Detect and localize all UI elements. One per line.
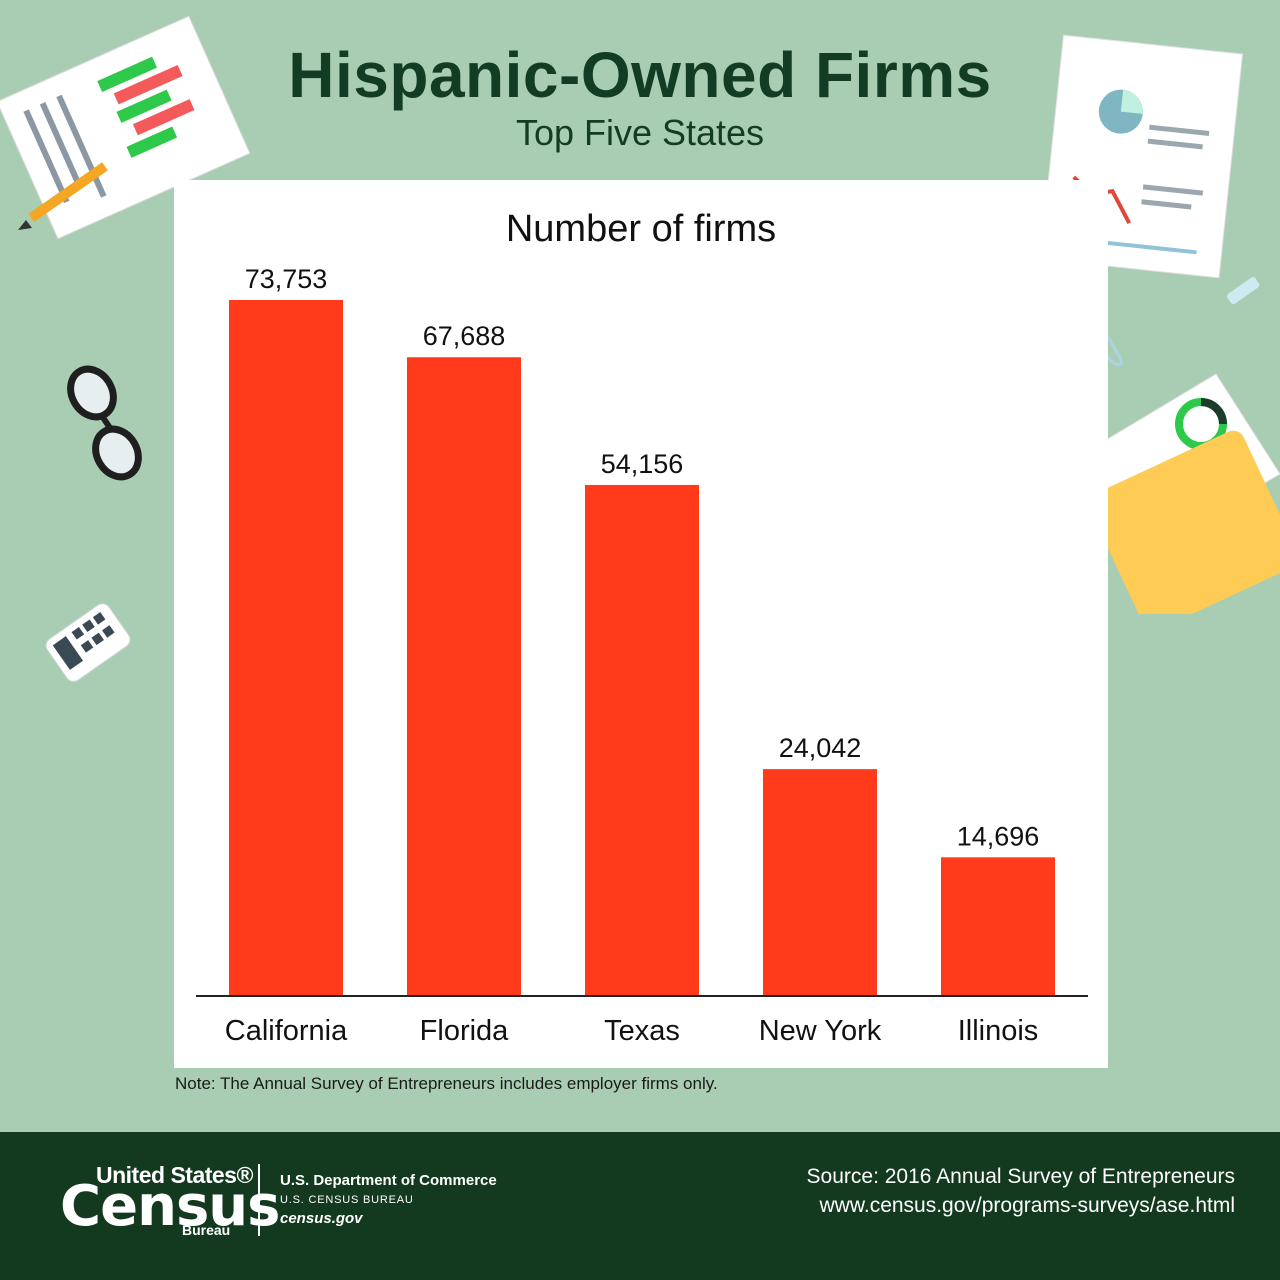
category-label: California [225, 1015, 348, 1047]
bar-chart: 73,753 California 67,688 Florida 54,156 Texas… [196, 264, 1088, 1047]
glasses-icon [67, 365, 142, 481]
bureau-name: U.S. CENSUS BUREAU [280, 1194, 414, 1206]
data-label: 67,688 [423, 321, 506, 351]
bar-california [229, 300, 343, 996]
source-url[interactable]: www.census.gov/programs-surveys/ase.html [819, 1194, 1235, 1217]
data-label: 73,753 [245, 264, 328, 294]
category-label: Texas [604, 1015, 680, 1047]
census-site-link[interactable]: census.gov [280, 1210, 363, 1227]
pencil-icon [18, 162, 108, 230]
census-logo: Census [60, 1174, 280, 1239]
bar-florida [407, 357, 521, 996]
logo-text-top: United States® [96, 1162, 253, 1188]
chart-heading: Number of firms [505, 208, 777, 250]
category-label: New York [759, 1015, 882, 1047]
data-label: 24,042 [779, 733, 862, 763]
calculator-icon [45, 603, 131, 682]
category-label: Illinois [958, 1015, 1039, 1047]
source-block: Source: 2016 Annual Survey of Entreprene… [807, 1162, 1235, 1220]
data-label: 14,696 [957, 821, 1040, 851]
bar-texas [585, 484, 699, 996]
page-title: Hispanic-Owned Firms [288, 39, 992, 111]
logo-text-bottom: Bureau [182, 1222, 231, 1238]
department-name: U.S. Department of Commerce [280, 1172, 497, 1189]
category-label: Florida [420, 1015, 510, 1047]
eraser-icon [1226, 277, 1260, 305]
chart-note: Note: The Annual Survey of Entrepreneurs… [175, 1074, 718, 1093]
folder-icon [1066, 373, 1280, 614]
source-text: Source: 2016 Annual Survey of Entreprene… [806, 1165, 1235, 1188]
bar-illinois [941, 857, 1055, 996]
bar-new-york [763, 769, 877, 996]
data-label: 54,156 [601, 449, 684, 479]
chart-panel: Number of firms 73,753 California 67,688 Fl… [174, 180, 1108, 1068]
page-subtitle: Top Five States [515, 112, 765, 153]
footer: United States® Census Bureau U.S. Depart… [0, 1132, 1280, 1280]
footer-divider [258, 1164, 260, 1236]
